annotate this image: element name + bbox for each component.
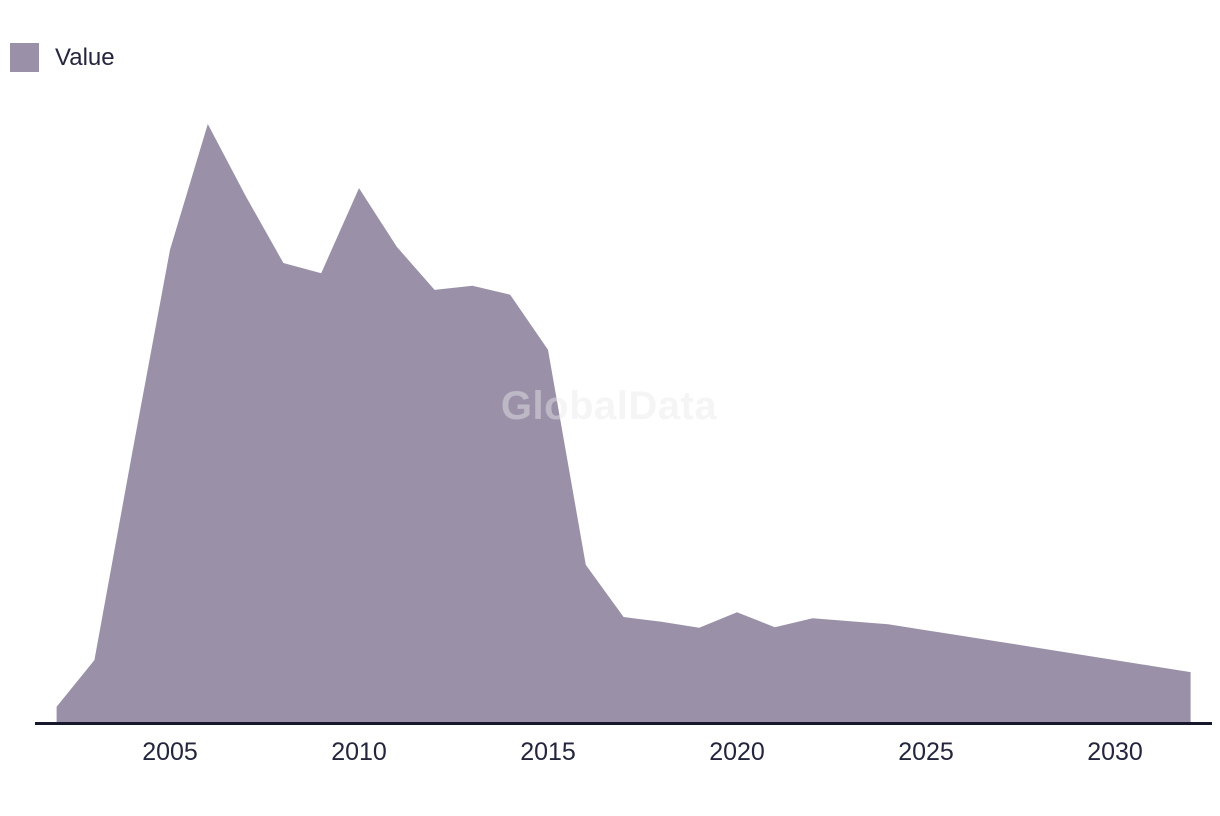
x-axis-line [35,722,1212,725]
x-tick-label-2010: 2010 [331,738,387,766]
x-tick-label-2005: 2005 [142,738,198,766]
area-series-value [56,124,1191,723]
legend-label-value: Value [55,44,115,71]
x-tick-label-2030: 2030 [1087,738,1143,766]
x-tick-label-2015: 2015 [520,738,576,766]
x-tick-label-2020: 2020 [709,738,765,766]
watermark-text: GlobalData [500,384,718,428]
x-tick-label-2025: 2025 [898,738,954,766]
legend: Value [10,43,115,72]
legend-swatch-value [10,43,39,72]
